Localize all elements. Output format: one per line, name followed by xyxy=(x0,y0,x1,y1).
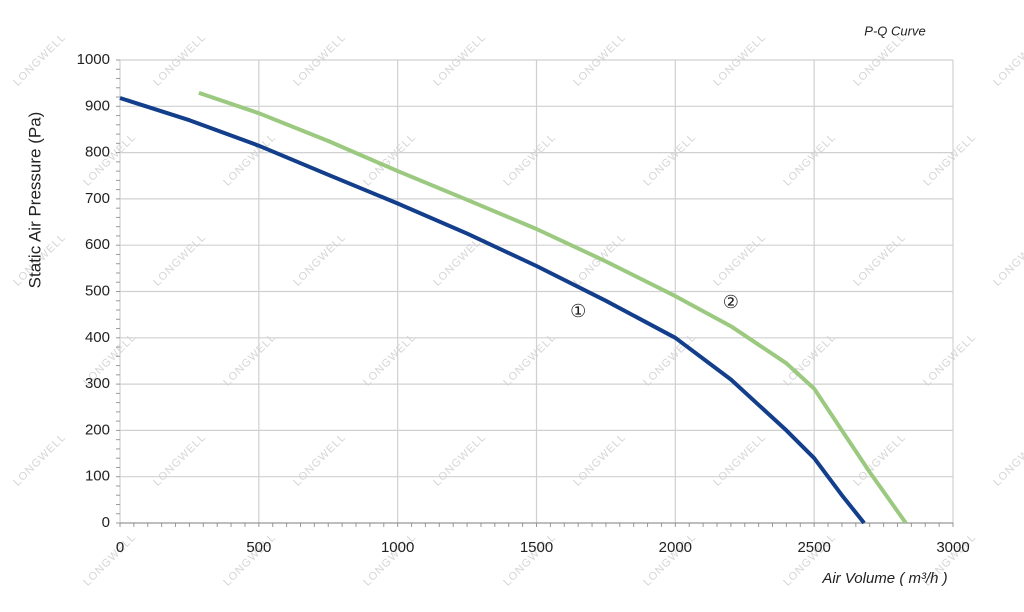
watermark: LONGWELL xyxy=(921,331,978,388)
watermark: LONGWELL xyxy=(991,31,1024,88)
watermark: LONGWELL xyxy=(81,531,138,588)
curve-label: ② xyxy=(723,292,739,312)
watermark: LONGWELL xyxy=(501,331,558,388)
x-tick-label: 1000 xyxy=(381,539,414,556)
watermark-layer: LONGWELL LONGWELL LONGWELL LONGWELL LONGWELL… xyxy=(11,31,1024,588)
x-tick-label: 2500 xyxy=(797,539,830,556)
watermark: LONGWELL xyxy=(991,231,1024,288)
watermark: LONGWELL xyxy=(641,131,698,188)
watermark: LONGWELL xyxy=(991,431,1024,488)
watermark: LONGWELL xyxy=(431,431,488,488)
watermark: LONGWELL xyxy=(221,331,278,388)
curve-label: ① xyxy=(570,301,586,321)
y-tick-label: 600 xyxy=(85,236,110,253)
watermark: LONGWELL xyxy=(781,131,838,188)
watermark: LONGWELL xyxy=(711,231,768,288)
watermark: LONGWELL xyxy=(711,431,768,488)
watermark: LONGWELL xyxy=(151,431,208,488)
watermark: LONGWELL xyxy=(361,331,418,388)
watermark: LONGWELL xyxy=(501,131,558,188)
watermark: LONGWELL xyxy=(11,31,68,88)
watermark: LONGWELL xyxy=(151,231,208,288)
x-tick-label: 1500 xyxy=(520,539,553,556)
y-tick-label: 900 xyxy=(85,97,110,114)
y-tick-label: 1000 xyxy=(77,51,110,68)
y-tick-label: 100 xyxy=(85,468,110,485)
x-tick-label: 2000 xyxy=(659,539,692,556)
y-tick-label: 300 xyxy=(85,375,110,392)
x-tick-label: 500 xyxy=(246,539,271,556)
watermark: LONGWELL xyxy=(781,331,838,388)
watermark: LONGWELL xyxy=(641,331,698,388)
x-axis-label: Air Volume ( m³/h ) xyxy=(821,570,947,587)
x-tick-label: 3000 xyxy=(936,539,969,556)
x-tick-label: 0 xyxy=(116,539,124,556)
watermark: LONGWELL xyxy=(11,431,68,488)
chart-title: P-Q Curve xyxy=(864,23,925,38)
y-tick-label: 700 xyxy=(85,190,110,207)
watermark: LONGWELL xyxy=(571,431,628,488)
watermark: LONGWELL xyxy=(851,231,908,288)
y-tick-label: 800 xyxy=(85,144,110,161)
data-line xyxy=(119,96,866,525)
y-tick-label: 0 xyxy=(102,514,110,531)
watermark: LONGWELL xyxy=(921,131,978,188)
y-tick-label: 500 xyxy=(85,282,110,299)
y-axis-label: Static Air Pressure (Pa) xyxy=(25,112,44,289)
y-tick-label: 200 xyxy=(85,421,110,438)
watermark: LONGWELL xyxy=(221,131,278,188)
watermark: LONGWELL xyxy=(291,431,348,488)
y-tick-label: 400 xyxy=(85,329,110,346)
watermark: LONGWELL xyxy=(291,231,348,288)
data-line xyxy=(198,91,908,525)
